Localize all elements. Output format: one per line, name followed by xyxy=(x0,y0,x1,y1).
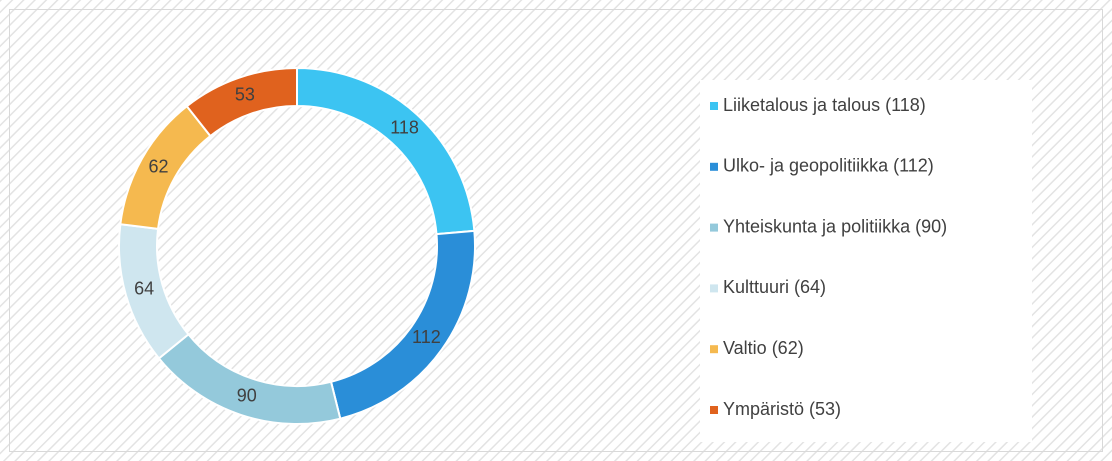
legend-marker xyxy=(710,102,718,110)
legend-marker xyxy=(710,162,718,171)
legend-label: Yhteiskunta ja politiikka (90) xyxy=(723,216,947,236)
data-label: 64 xyxy=(134,279,154,299)
legend-label: Ympäristö (53) xyxy=(723,399,841,419)
data-label: 62 xyxy=(148,157,168,177)
donut-segment xyxy=(185,66,298,138)
data-label: 112 xyxy=(412,327,441,347)
legend-label: Valtio (62) xyxy=(723,338,804,358)
legend-label: Liiketalous ja talous (118) xyxy=(723,95,926,115)
legend-box xyxy=(700,80,1032,442)
legend-marker xyxy=(710,284,718,293)
chart-border xyxy=(9,9,1103,452)
data-label: 90 xyxy=(237,386,257,406)
data-label: 53 xyxy=(235,85,255,105)
legend-label: Ulko- ja geopolitiikka (112) xyxy=(723,156,934,176)
legend-marker xyxy=(710,223,718,232)
legend-marker xyxy=(710,406,718,414)
data-label: 118 xyxy=(390,118,419,138)
legend-marker xyxy=(710,345,718,354)
legend-label: Kulttuuri (64) xyxy=(723,277,826,297)
